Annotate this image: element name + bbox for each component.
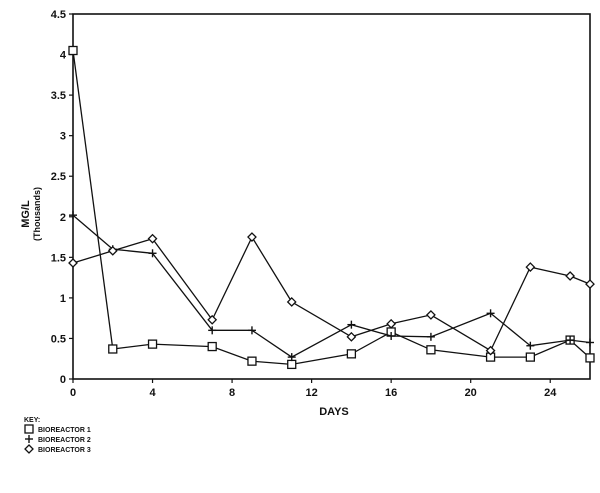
data-point xyxy=(565,271,576,281)
x-axis-title: DAYS xyxy=(319,406,349,418)
data-point xyxy=(207,341,217,352)
x-tick-label: 0 xyxy=(70,387,76,399)
data-point xyxy=(207,314,218,325)
data-point xyxy=(68,258,78,268)
data-point xyxy=(387,332,396,341)
y-tick-label: 4 xyxy=(60,50,67,62)
legend-item: BIOREACTOR 1 xyxy=(24,424,91,434)
data-point xyxy=(426,345,436,355)
data-point xyxy=(426,310,436,320)
plot-frame xyxy=(72,13,591,380)
x-tick-label: 12 xyxy=(305,387,317,399)
data-point xyxy=(566,336,575,345)
y-axis-subtitle: (Thousands) xyxy=(32,187,42,241)
data-point xyxy=(107,245,118,256)
data-point xyxy=(287,353,296,362)
data-point xyxy=(286,297,297,307)
data-point xyxy=(426,332,435,341)
legend-label: BIOREACTOR 1 xyxy=(38,427,91,434)
legend-marker xyxy=(24,424,34,434)
data-point xyxy=(485,345,496,356)
y-tick-label: 1.5 xyxy=(51,252,66,264)
data-point xyxy=(108,344,118,354)
data-point xyxy=(585,279,595,290)
legend-item: BIOREACTOR 2 xyxy=(25,435,91,444)
y-tick-label: 0 xyxy=(60,374,66,386)
plot-border xyxy=(72,13,591,380)
data-point xyxy=(247,232,257,242)
legend-item: BIOREACTOR 3 xyxy=(24,444,91,454)
x-tick-label: 20 xyxy=(465,387,477,399)
legend-marker xyxy=(25,435,33,443)
y-tick-label: 3.5 xyxy=(51,90,66,102)
series-bioreactor-3 xyxy=(68,232,595,356)
y-tick-label: 1 xyxy=(60,293,66,305)
x-tick-label: 8 xyxy=(229,387,235,399)
y-tick-label: 2 xyxy=(60,212,66,224)
y-tick-label: 0.5 xyxy=(51,333,66,345)
y-axis-ticks: 0 0.5 1 1.5 2 2.5 3 3.5 4 4.5 xyxy=(51,9,73,386)
data-point xyxy=(347,320,356,329)
data-point xyxy=(586,338,594,347)
x-tick-label: 16 xyxy=(385,387,397,399)
legend-marker xyxy=(24,444,34,454)
y-tick-label: 3 xyxy=(60,131,66,143)
data-point xyxy=(208,326,217,335)
y-axis-title: MG/L xyxy=(20,200,32,228)
data-point xyxy=(147,233,158,244)
data-point xyxy=(486,309,495,318)
data-point xyxy=(247,356,257,366)
x-tick-label: 4 xyxy=(149,387,156,399)
data-point xyxy=(585,353,595,363)
series-layer xyxy=(68,45,595,370)
data-point xyxy=(287,359,297,370)
data-point xyxy=(346,349,357,359)
legend-entries: BIOREACTOR 1 BIOREACTOR 2 BIOREACTOR 3 xyxy=(24,424,91,454)
legend-title: KEY: xyxy=(24,417,40,424)
data-point xyxy=(69,211,77,220)
legend-label: BIOREACTOR 3 xyxy=(38,447,91,454)
series-line xyxy=(72,235,591,352)
series-bioreactor-1 xyxy=(68,45,595,370)
data-point xyxy=(526,341,535,350)
series-line xyxy=(72,50,591,366)
y-tick-label: 2.5 xyxy=(51,171,66,183)
y-tick-label: 4.5 xyxy=(51,9,66,21)
data-point xyxy=(386,318,397,329)
data-point xyxy=(247,326,256,335)
data-point xyxy=(346,331,357,342)
series-bioreactor-2 xyxy=(69,211,594,362)
x-tick-label: 24 xyxy=(544,387,557,399)
legend-label: BIOREACTOR 2 xyxy=(38,437,91,444)
data-point xyxy=(525,262,536,272)
data-point xyxy=(148,249,157,258)
data-point xyxy=(68,45,78,56)
x-axis-ticks: 0 4 8 12 16 20 24 xyxy=(70,379,557,399)
data-point xyxy=(147,339,158,349)
data-point xyxy=(525,352,535,362)
